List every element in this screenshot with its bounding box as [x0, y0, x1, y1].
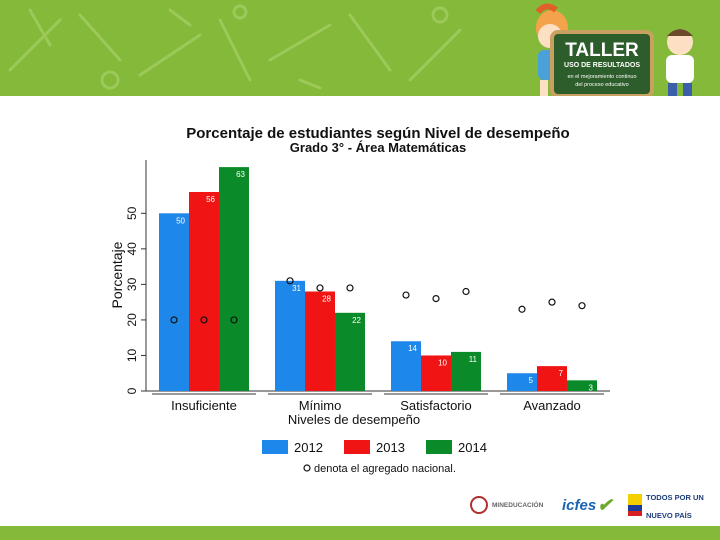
mineducacion-logo: MINEDUCACIÓN [470, 488, 552, 522]
legend-swatch [262, 440, 288, 454]
doodle-pattern [8, 4, 462, 90]
taller-illustration: TALLER USO DE RESULTADOS en el mejoramie… [535, 3, 694, 96]
legend-national-marker [303, 464, 311, 472]
national-marker [200, 316, 208, 324]
badge-title: TALLER [565, 40, 639, 61]
checkmark-icon: ✔ [597, 494, 613, 515]
ministry-logo-text: MINEDUCACIÓN [492, 501, 544, 509]
todos-logo-line-2: NUEVO PAÍS [646, 511, 692, 520]
todos-logo-line-1: TODOS POR UN [646, 493, 704, 502]
bar [421, 355, 451, 391]
bar [507, 373, 537, 391]
chart-subtitle: Grado 3° - Área Matemáticas [290, 140, 466, 155]
legend-swatch [426, 440, 452, 454]
bar [391, 341, 421, 391]
y-tick-label: 20 [125, 313, 139, 327]
bar-value-label: 63 [236, 170, 245, 179]
x-tick-label: Avanzado [523, 398, 581, 413]
x-tick-label: Satisfactorio [400, 398, 472, 413]
bar-value-label: 3 [589, 383, 594, 392]
national-marker [230, 316, 238, 324]
x-axis-label: Niveles de desempeño [288, 412, 420, 427]
icfes-logo: icfes ✔ [562, 488, 618, 522]
bar-value-label: 10 [438, 358, 447, 367]
bar [189, 191, 219, 391]
national-marker [462, 287, 470, 296]
top-banner: TALLER USO DE RESULTADOS en el mejoramie… [0, 0, 720, 96]
badge-text-line-1: en el mejoramiento continuo [567, 74, 636, 80]
badge-text-line-2: del proceso educativo [575, 82, 629, 88]
bar [567, 380, 597, 391]
legend-label: 2014 [458, 440, 487, 455]
icfes-logo-text: icfes [562, 496, 597, 514]
y-tick-label: 10 [125, 348, 139, 362]
bar [159, 213, 189, 391]
national-marker [170, 316, 178, 324]
national-marker [286, 277, 294, 285]
national-marker [578, 302, 586, 310]
y-axis-label: Porcentaje [109, 241, 125, 308]
footer-logos: MINEDUCACIÓN icfes ✔ TODOS POR UN NUEVO … [470, 488, 710, 522]
legend-note: denota el agregado nacional. [314, 463, 456, 475]
badge-board [550, 30, 654, 96]
hair [535, 3, 558, 15]
x-tick-label: Insuficiente [171, 398, 237, 413]
national-marker [548, 298, 556, 306]
y-tick-label: 50 [125, 206, 139, 220]
national-marker [518, 305, 526, 313]
bottom-bar [0, 526, 720, 540]
y-tick-label: 0 [125, 387, 139, 394]
national-marker [346, 284, 354, 292]
bar [335, 312, 365, 391]
national-marker [402, 291, 410, 299]
bar [219, 167, 249, 391]
ministry-seal-icon [470, 496, 488, 514]
bar [537, 366, 567, 391]
badge-subtitle: USO DE RESULTADOS [564, 62, 640, 69]
bar-value-label: 7 [559, 369, 564, 378]
bar [305, 291, 335, 391]
national-marker [316, 284, 324, 292]
bar [275, 280, 305, 391]
y-tick-label: 40 [125, 242, 139, 256]
bar-value-label: 11 [469, 355, 478, 364]
bar-value-label: 5 [529, 376, 534, 385]
legend-label: 2012 [294, 440, 323, 455]
legend-label: 2013 [376, 440, 405, 455]
bar-value-label: 50 [176, 216, 185, 225]
colombia-flag-icon [628, 494, 642, 516]
national-marker [432, 295, 440, 303]
x-tick-label: Mínimo [299, 398, 342, 413]
legend-swatch [344, 440, 370, 454]
bar-value-label: 14 [408, 344, 417, 353]
bar-value-label: 31 [292, 284, 301, 293]
y-tick-label: 30 [125, 277, 139, 291]
bar-value-label: 28 [322, 294, 331, 303]
bar-value-label: 22 [352, 316, 361, 325]
chart-title: Porcentaje de estudiantes según Nivel de… [186, 125, 569, 142]
bar [451, 351, 481, 391]
todos-por-un-nuevo-pais-logo: TODOS POR UN NUEVO PAÍS [628, 488, 710, 522]
bar-value-label: 56 [206, 195, 215, 204]
